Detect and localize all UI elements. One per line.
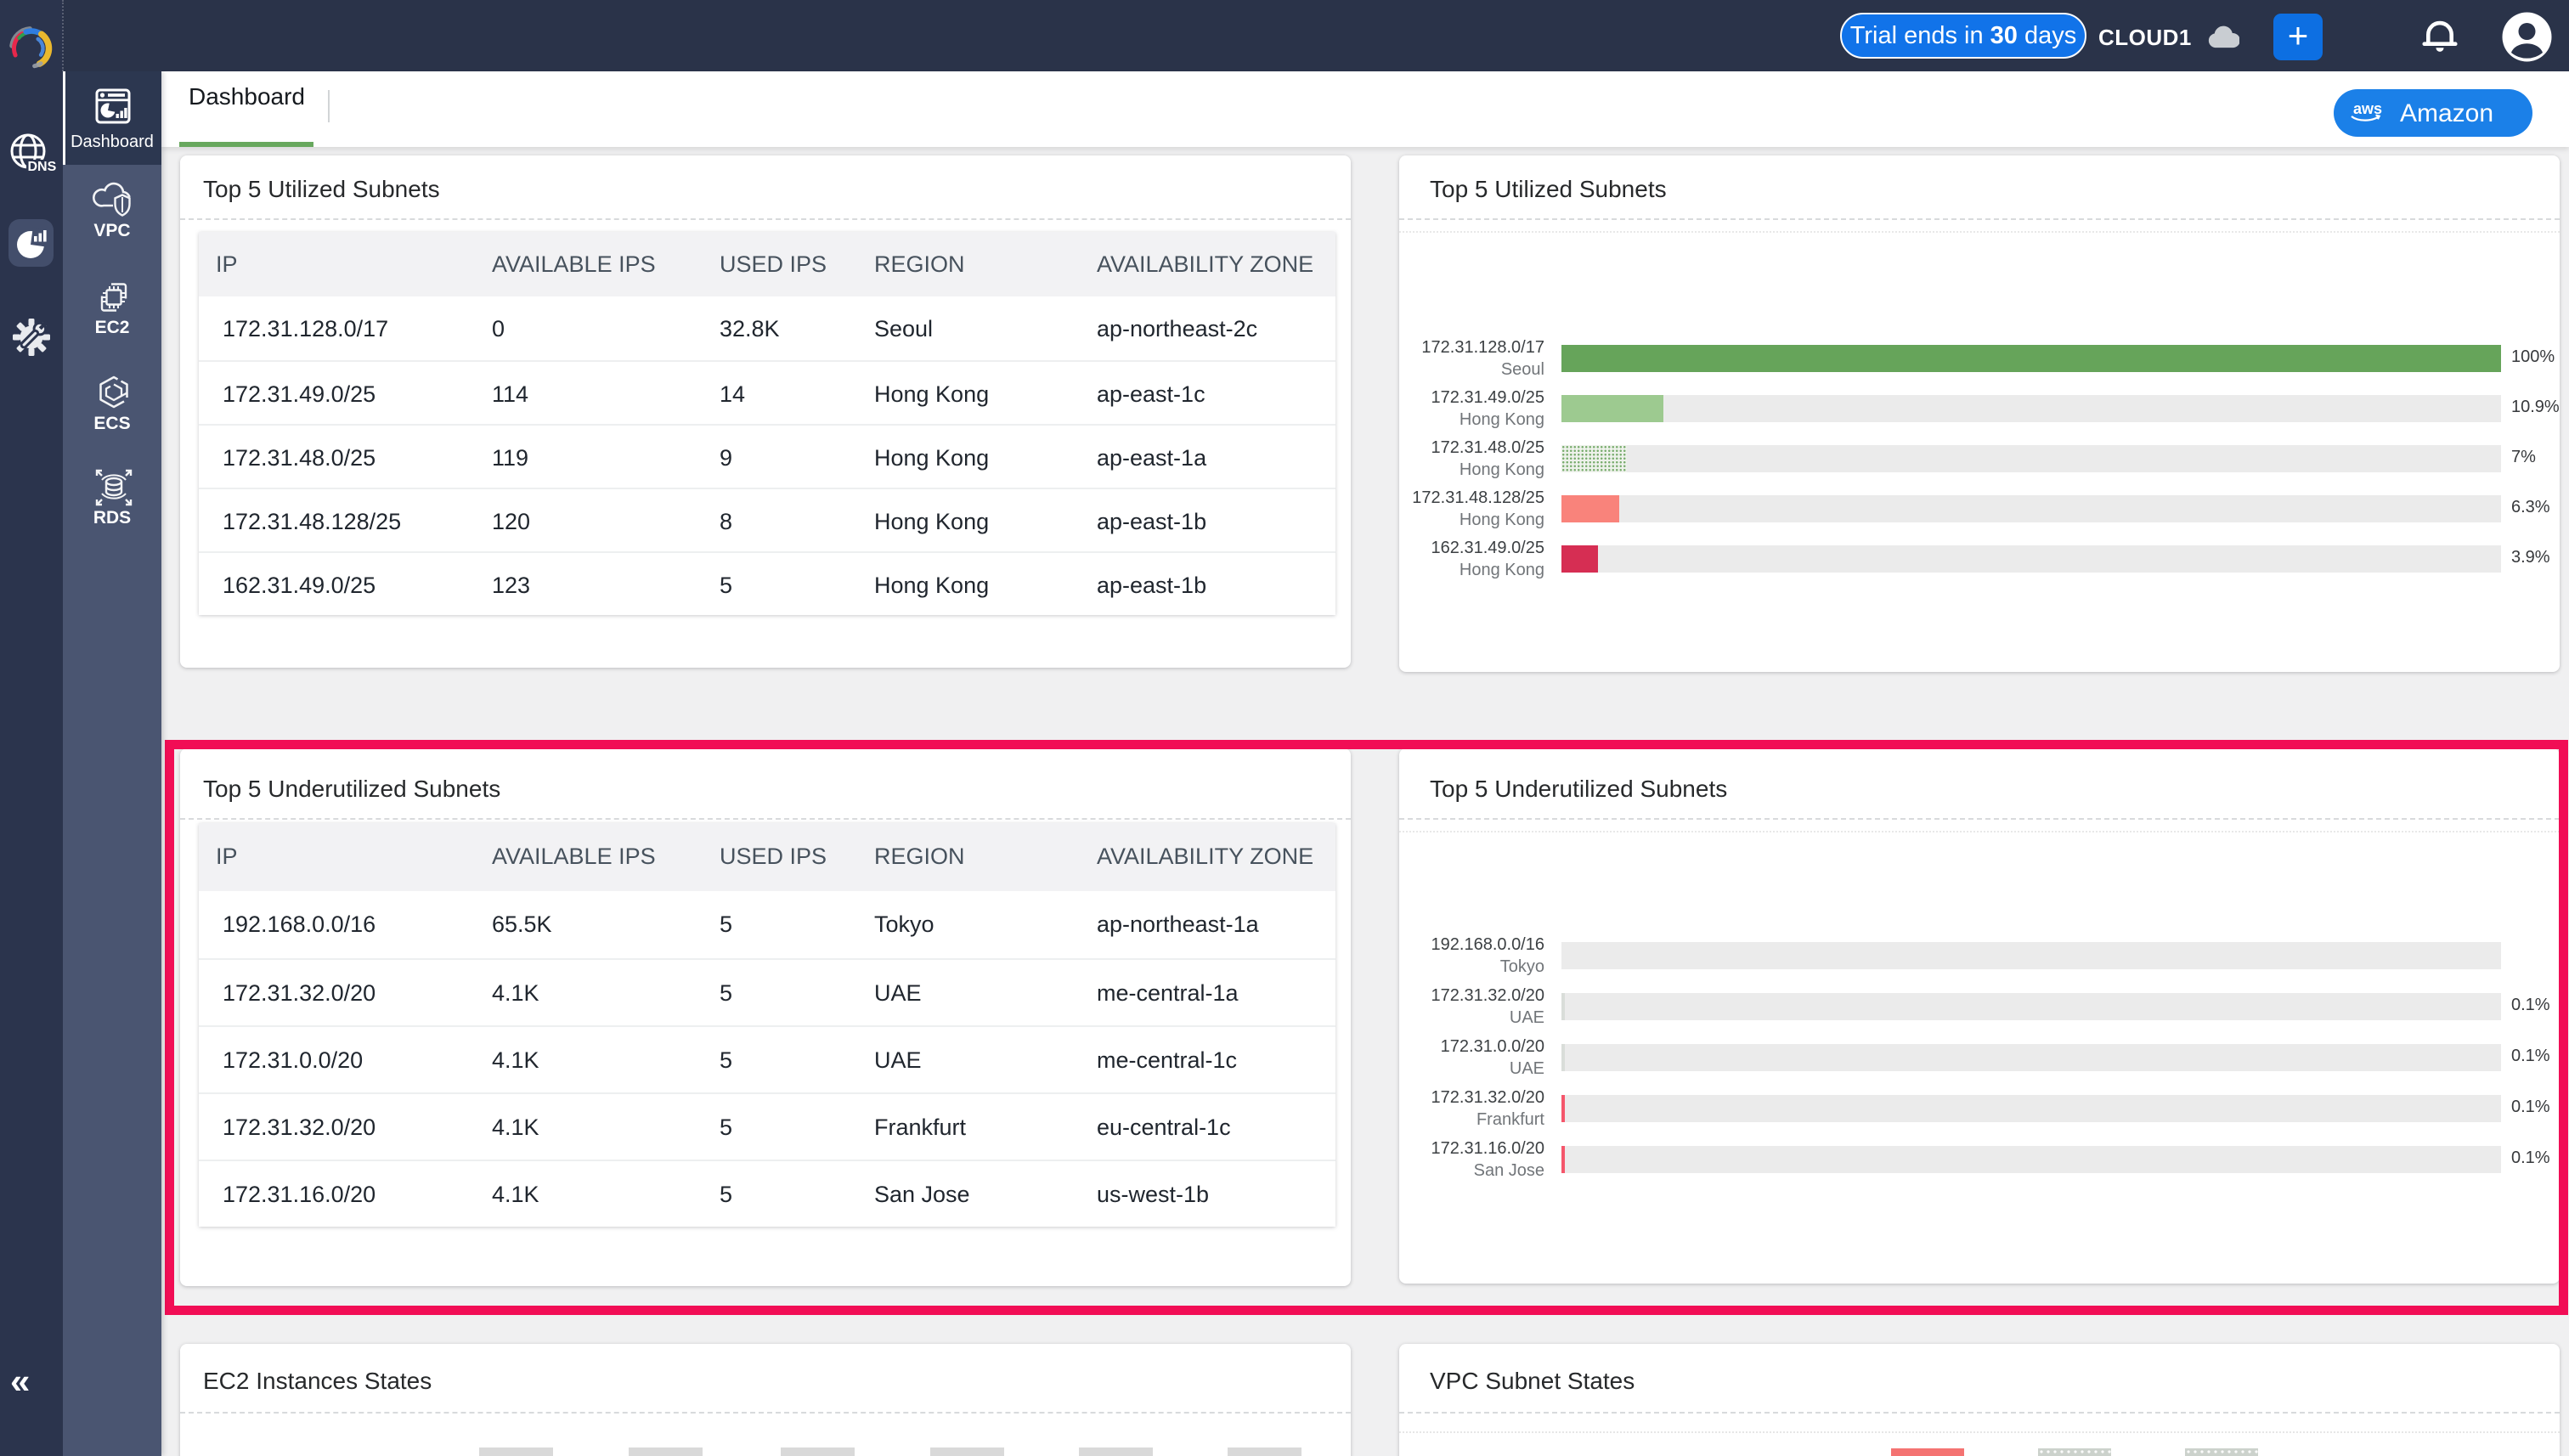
svg-text:aws: aws: [2353, 100, 2382, 117]
svg-text:DNS: DNS: [28, 160, 57, 173]
